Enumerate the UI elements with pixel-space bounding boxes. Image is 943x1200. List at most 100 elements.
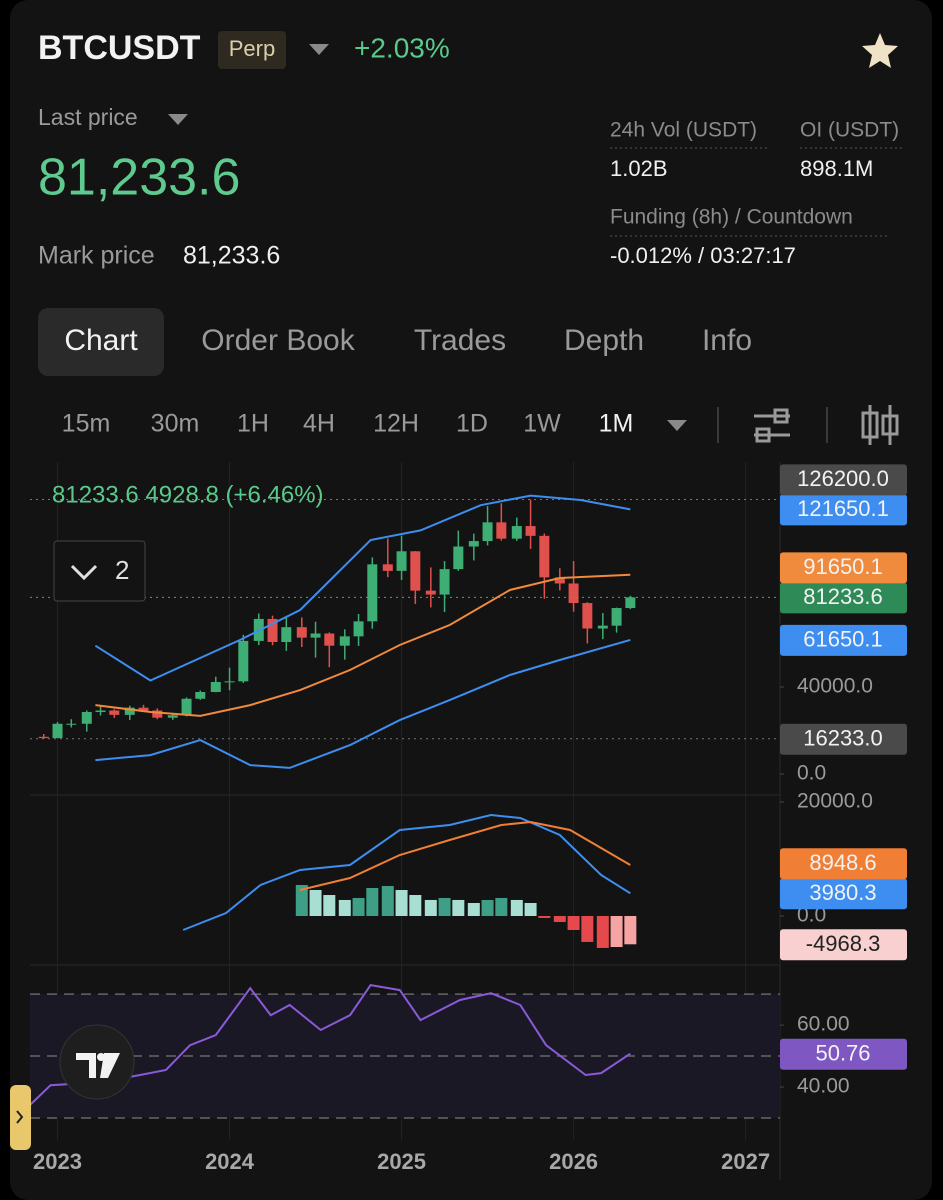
interval[interactable]: 15m (62, 410, 111, 438)
stat-label: OI (USDT) (800, 119, 899, 142)
histogram-bar (553, 915, 566, 922)
indicator-settings-icon[interactable] (754, 408, 790, 443)
value-label: 50.76 (815, 1041, 870, 1066)
candle-body (396, 551, 407, 571)
histogram-bar (467, 902, 480, 916)
candle-body (539, 535, 550, 578)
indicator-toggle[interactable] (53, 540, 146, 602)
candle-body (152, 710, 163, 718)
candle-body (453, 546, 464, 570)
mark-price-label: Mark price (38, 242, 155, 270)
x-tick-label: 2025 (377, 1149, 426, 1174)
histogram-bar (510, 899, 523, 916)
candle-body (554, 577, 565, 584)
candle-body (439, 569, 450, 595)
value-label: 126200.0 (797, 466, 889, 491)
candle-body (109, 710, 120, 715)
last-price-label[interactable]: Last price (38, 104, 138, 130)
candle-body (597, 625, 608, 629)
stat-label: Funding (8h) / Countdown (610, 206, 853, 229)
value-label-box (780, 848, 907, 880)
y-tick-label: 40000.0 (797, 675, 873, 698)
interval[interactable]: 1D (456, 410, 488, 438)
tab[interactable]: Info (702, 324, 752, 357)
candle-body (382, 564, 393, 571)
tab[interactable]: Depth (564, 324, 644, 357)
interval[interactable]: 1W (523, 410, 561, 438)
favorite-star[interactable] (862, 33, 898, 68)
candle-body (410, 551, 421, 591)
candle-body (468, 541, 479, 547)
candle-body (210, 682, 221, 693)
histogram-bar (352, 897, 365, 916)
interval-dropdown[interactable] (667, 420, 687, 431)
candle-body (238, 640, 249, 682)
interval[interactable]: 1H (237, 410, 269, 438)
badge: Perp (229, 36, 275, 61)
tradingview-logo[interactable] (59, 1024, 135, 1100)
candle-body (482, 522, 493, 542)
y-tick-label: 40.00 (797, 1075, 850, 1098)
value-label-box (780, 494, 907, 526)
candle-body (511, 526, 522, 539)
candle-body (38, 736, 49, 739)
symbol[interactable]: BTCUSDT (38, 29, 201, 67)
value-label-box (780, 1038, 907, 1070)
histogram-bar (596, 915, 609, 948)
indicator-count[interactable]: 2 (115, 555, 129, 585)
indicator-line (182, 813, 631, 931)
histogram-bar (409, 895, 422, 916)
indicator-line (94, 494, 631, 682)
candle-body (81, 712, 92, 724)
value-label: 91650.1 (803, 554, 883, 579)
tab[interactable]: Chart (64, 324, 138, 357)
value-label: 61650.1 (803, 627, 883, 652)
stat-value: 1.02B (610, 156, 668, 181)
stat-value: 898.1M (800, 156, 873, 181)
tab[interactable]: Order Book (201, 324, 355, 357)
mark-price: 81,233.6 (183, 242, 280, 270)
chart-type-icon[interactable] (861, 405, 899, 445)
change: +2.03% (354, 32, 450, 63)
symbol-dropdown[interactable] (309, 44, 329, 55)
histogram-bar (581, 915, 594, 942)
tab[interactable]: Trades (414, 324, 506, 357)
value-label-box (780, 878, 907, 910)
candle-body (224, 681, 235, 683)
drawer-arrow (16, 1110, 24, 1124)
histogram-bar (524, 902, 537, 916)
indicator-line (299, 820, 631, 891)
indicator-line (29, 984, 631, 1106)
value-label: 121650.1 (797, 496, 889, 521)
candle-body (496, 522, 507, 539)
price-dropdown[interactable] (168, 114, 188, 125)
interval-active[interactable]: 1M (599, 410, 634, 438)
value-label: -4968.3 (806, 931, 881, 956)
candle-body (353, 621, 364, 637)
candle-body (625, 597, 636, 609)
value-label: 81233.6 (803, 584, 883, 609)
stat-value: -0.012% / 03:27:17 (610, 243, 796, 268)
value-label-box (780, 552, 907, 584)
candle-body (195, 692, 206, 699)
value-label: 16233.0 (803, 726, 883, 751)
candle-body (52, 723, 63, 739)
histogram-bar (567, 915, 580, 931)
indicator-line (95, 573, 631, 717)
histogram-bar (538, 915, 551, 918)
candle-body (167, 715, 178, 718)
histogram-bar (495, 897, 508, 916)
interval[interactable]: 4H (303, 410, 335, 438)
x-tick-label: 2027 (721, 1149, 770, 1174)
y-tick-label: 20000.0 (797, 790, 873, 813)
histogram-bar (438, 897, 451, 916)
plot-area (29, 462, 780, 1140)
candle-body (611, 608, 622, 626)
interval[interactable]: 30m (151, 410, 200, 438)
x-tick-label: 2026 (549, 1149, 598, 1174)
candle-body (339, 636, 350, 646)
candle-body (267, 618, 278, 642)
candle-body (568, 583, 579, 604)
interval[interactable]: 12H (373, 410, 419, 438)
histogram-bar (338, 899, 351, 916)
